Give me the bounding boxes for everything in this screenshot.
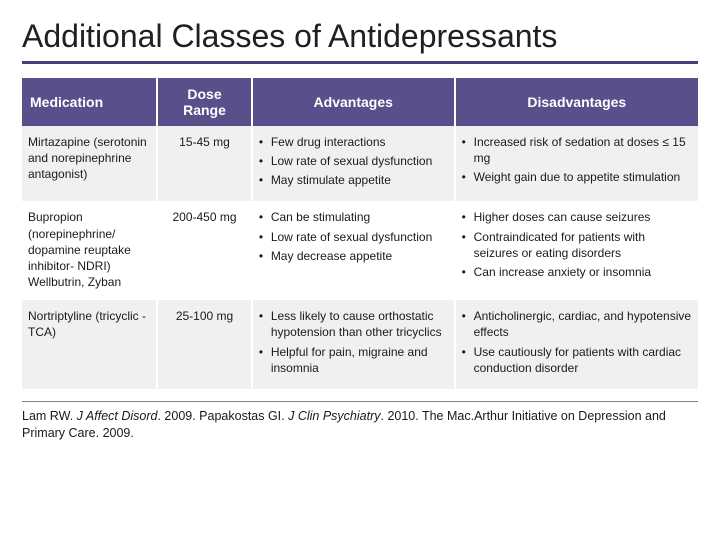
page-title: Additional Classes of Antidepressants bbox=[22, 18, 698, 55]
advantage-item: Low rate of sexual dysfunction bbox=[259, 229, 448, 245]
citation-part: . 2009. Papakostas GI. bbox=[157, 409, 288, 423]
col-header-dose: Dose Range bbox=[157, 78, 252, 126]
advantage-item: Few drug interactions bbox=[259, 134, 448, 150]
cell-advantages: Can be stimulating Low rate of sexual dy… bbox=[252, 201, 455, 300]
cell-advantages: Few drug interactions Low rate of sexual… bbox=[252, 126, 455, 202]
cell-disadvantages: Higher doses can cause seizures Contrain… bbox=[455, 201, 698, 300]
advantage-item: Helpful for pain, migraine and insomnia bbox=[259, 344, 448, 376]
cell-advantages: Less likely to cause orthostatic hypoten… bbox=[252, 300, 455, 389]
disadvantage-item: Anticholinergic, cardiac, and hypotensiv… bbox=[462, 308, 692, 340]
cell-dose: 200-450 mg bbox=[157, 201, 252, 300]
disadvantage-item: Increased risk of sedation at doses ≤ 15… bbox=[462, 134, 692, 166]
citation-part: J Clin Psychiatry bbox=[288, 409, 380, 423]
disadvantage-item: Contraindicated for patients with seizur… bbox=[462, 229, 692, 261]
title-rule bbox=[22, 61, 698, 64]
cell-medication: Bupropion (norepinephrine/ dopamine reup… bbox=[22, 201, 157, 300]
advantage-item: May stimulate appetite bbox=[259, 172, 448, 188]
medication-table: Medication Dose Range Advantages Disadva… bbox=[22, 78, 698, 389]
advantage-item: May decrease appetite bbox=[259, 248, 448, 264]
cell-medication: Nortriptyline (tricyclic - TCA) bbox=[22, 300, 157, 389]
cell-dose: 25-100 mg bbox=[157, 300, 252, 389]
footer-rule bbox=[22, 401, 698, 402]
advantage-item: Less likely to cause orthostatic hypoten… bbox=[259, 308, 448, 340]
disadvantage-item: Can increase anxiety or insomnia bbox=[462, 264, 692, 280]
col-header-advantages: Advantages bbox=[252, 78, 455, 126]
citation-part: J Affect Disord bbox=[77, 409, 158, 423]
table-header-row: Medication Dose Range Advantages Disadva… bbox=[22, 78, 698, 126]
citation-part: Lam RW. bbox=[22, 409, 77, 423]
disadvantage-item: Higher doses can cause seizures bbox=[462, 209, 692, 225]
col-header-disadvantages: Disadvantages bbox=[455, 78, 698, 126]
table-row: Bupropion (norepinephrine/ dopamine reup… bbox=[22, 201, 698, 300]
table-row: Nortriptyline (tricyclic - TCA) 25-100 m… bbox=[22, 300, 698, 389]
cell-disadvantages: Anticholinergic, cardiac, and hypotensiv… bbox=[455, 300, 698, 389]
table-row: Mirtazapine (serotonin and norepinephrin… bbox=[22, 126, 698, 202]
advantage-item: Low rate of sexual dysfunction bbox=[259, 153, 448, 169]
disadvantage-item: Weight gain due to appetite stimulation bbox=[462, 169, 692, 185]
advantage-item: Can be stimulating bbox=[259, 209, 448, 225]
citation-text: Lam RW. J Affect Disord. 2009. Papakosta… bbox=[22, 408, 698, 442]
cell-disadvantages: Increased risk of sedation at doses ≤ 15… bbox=[455, 126, 698, 202]
cell-medication: Mirtazapine (serotonin and norepinephrin… bbox=[22, 126, 157, 202]
cell-dose: 15-45 mg bbox=[157, 126, 252, 202]
col-header-medication: Medication bbox=[22, 78, 157, 126]
disadvantage-item: Use cautiously for patients with cardiac… bbox=[462, 344, 692, 376]
